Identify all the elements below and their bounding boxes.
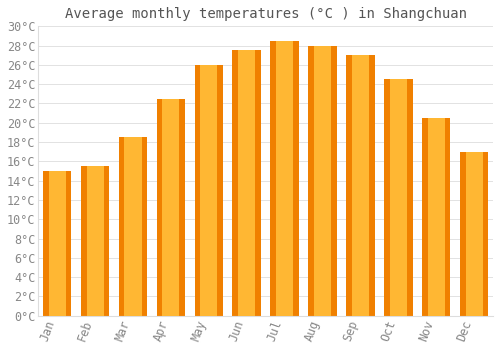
Bar: [48, 171, 66, 316]
Bar: [314, 46, 331, 316]
Bar: [232, 50, 261, 316]
Bar: [466, 152, 482, 316]
Bar: [156, 99, 185, 316]
Bar: [422, 118, 450, 316]
Bar: [270, 41, 299, 316]
Bar: [346, 55, 374, 316]
Bar: [162, 99, 180, 316]
Bar: [390, 79, 407, 316]
Bar: [86, 166, 104, 316]
Bar: [81, 166, 110, 316]
Bar: [352, 55, 369, 316]
Bar: [124, 137, 142, 316]
Bar: [460, 152, 488, 316]
Bar: [200, 65, 218, 316]
Bar: [384, 79, 412, 316]
Bar: [308, 46, 336, 316]
Bar: [43, 171, 72, 316]
Bar: [276, 41, 293, 316]
Bar: [428, 118, 444, 316]
Bar: [119, 137, 147, 316]
Bar: [238, 50, 255, 316]
Title: Average monthly temperatures (°C ) in Shangchuan: Average monthly temperatures (°C ) in Sh…: [64, 7, 466, 21]
Bar: [194, 65, 223, 316]
